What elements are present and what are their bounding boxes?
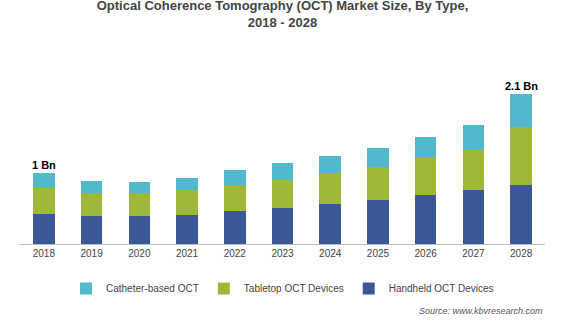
svg-text:2023: 2023 [271, 248, 294, 259]
svg-text:1 Bn: 1 Bn [32, 159, 56, 171]
svg-text:Source: www.kbvresearch.com: Source: www.kbvresearch.com [419, 306, 543, 316]
svg-text:2022: 2022 [224, 248, 247, 259]
svg-text:2024: 2024 [319, 248, 342, 259]
svg-text:2019: 2019 [80, 248, 103, 259]
svg-text:Handheld OCT Devices: Handheld OCT Devices [389, 283, 494, 294]
svg-text:2025: 2025 [367, 248, 390, 259]
svg-text:2018: 2018 [33, 248, 56, 259]
svg-text:2026: 2026 [415, 248, 438, 259]
svg-text:2027: 2027 [462, 248, 485, 259]
svg-text:Optical Coherence Tomography (: Optical Coherence Tomography (OCT) Marke… [97, 0, 469, 30]
svg-text:2.1 Bn: 2.1 Bn [505, 80, 538, 92]
svg-text:2020: 2020 [128, 248, 151, 259]
svg-text:2021: 2021 [176, 248, 199, 259]
svg-text:Tabletop OCT Devices: Tabletop OCT Devices [244, 283, 344, 294]
svg-text:2028: 2028 [510, 248, 533, 259]
svg-text:Catheter-based OCT: Catheter-based OCT [106, 283, 199, 294]
